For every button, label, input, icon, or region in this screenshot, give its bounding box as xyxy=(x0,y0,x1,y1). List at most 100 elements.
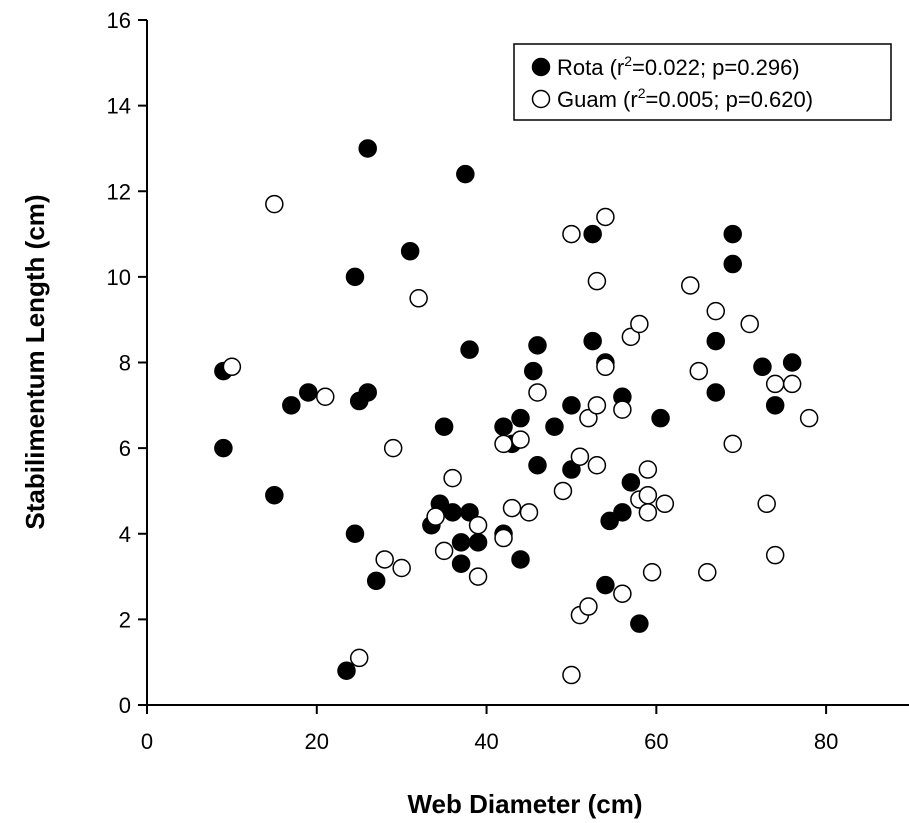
point-rota xyxy=(706,331,726,351)
point-rota xyxy=(460,503,479,522)
point-guam xyxy=(587,456,607,475)
point-guam xyxy=(562,665,581,685)
point-guam xyxy=(570,447,590,466)
point-guam xyxy=(613,400,632,419)
point-guam xyxy=(706,301,726,321)
point-guam xyxy=(426,507,445,526)
point-guam xyxy=(519,503,539,522)
point-guam xyxy=(587,271,607,291)
point-guam xyxy=(587,396,607,415)
point-rota xyxy=(600,511,619,531)
point-guam xyxy=(494,528,513,548)
point-guam xyxy=(383,438,403,458)
point-rota xyxy=(621,473,641,492)
point-rota xyxy=(651,408,670,428)
point-rota xyxy=(630,614,649,633)
point-guam xyxy=(316,387,335,406)
y-tick-label: 16 xyxy=(107,8,131,33)
point-rota xyxy=(494,417,513,436)
point-rota xyxy=(523,361,543,381)
point-rota xyxy=(358,383,377,402)
series-rota xyxy=(214,139,802,680)
y-tick-label: 14 xyxy=(107,94,131,119)
point-rota xyxy=(596,575,615,595)
point-guam xyxy=(638,485,658,505)
point-rota xyxy=(456,164,475,184)
point-rota xyxy=(706,383,726,402)
point-guam xyxy=(638,503,658,522)
point-guam xyxy=(562,224,581,244)
point-guam xyxy=(434,541,454,561)
y-tick-label: 2 xyxy=(119,607,131,632)
point-rota xyxy=(265,485,284,505)
point-guam xyxy=(528,383,547,402)
point-rota xyxy=(282,396,301,415)
point-guam xyxy=(222,357,242,377)
point-rota xyxy=(299,383,318,402)
point-rota xyxy=(434,417,454,436)
point-guam xyxy=(375,550,394,569)
point-guam xyxy=(799,408,819,428)
point-rota xyxy=(562,396,581,415)
y-tick-label: 6 xyxy=(119,436,131,461)
point-rota xyxy=(545,417,564,436)
point-guam xyxy=(681,276,700,295)
data-points xyxy=(214,139,819,685)
point-guam xyxy=(782,374,802,394)
point-rota xyxy=(345,267,365,287)
point-rota xyxy=(511,408,530,428)
legend-box xyxy=(513,43,892,121)
legend-marker-guam xyxy=(531,89,551,109)
point-guam xyxy=(765,545,785,565)
point-guam xyxy=(579,408,598,428)
y-tick-label: 8 xyxy=(119,351,131,376)
point-rota xyxy=(782,353,802,372)
point-guam xyxy=(757,494,776,514)
point-guam xyxy=(638,460,658,479)
point-guam xyxy=(349,648,369,668)
point-rota xyxy=(583,224,602,244)
point-rota xyxy=(451,533,471,552)
point-guam xyxy=(494,434,513,454)
series-guam xyxy=(222,194,819,685)
point-rota xyxy=(468,533,488,552)
point-guam xyxy=(613,584,632,603)
point-rota xyxy=(214,438,233,458)
point-guam xyxy=(723,434,742,454)
legend-marker-rota xyxy=(531,57,551,77)
point-rota xyxy=(366,571,386,591)
point-rota xyxy=(358,139,377,158)
point-guam xyxy=(553,481,573,501)
point-rota xyxy=(511,550,530,569)
point-rota xyxy=(562,460,581,479)
point-guam xyxy=(468,567,488,586)
point-guam xyxy=(511,430,530,449)
point-guam xyxy=(265,194,284,214)
x-tick-label: 80 xyxy=(814,729,838,754)
point-rota xyxy=(583,331,602,351)
point-guam xyxy=(596,207,615,227)
y-tick-label: 12 xyxy=(107,179,131,204)
point-rota xyxy=(765,396,785,415)
y-tick-label: 0 xyxy=(119,693,131,718)
point-guam xyxy=(443,468,462,488)
point-rota xyxy=(400,241,420,261)
y-tick-label: 10 xyxy=(107,265,131,290)
point-rota xyxy=(613,503,632,522)
x-tick-label: 60 xyxy=(644,729,668,754)
point-guam xyxy=(630,314,649,334)
point-rota xyxy=(460,340,479,359)
point-rota xyxy=(723,254,742,274)
x-tick-label: 40 xyxy=(474,729,498,754)
point-rota xyxy=(451,554,471,573)
y-tick-label: 4 xyxy=(119,522,131,547)
point-guam xyxy=(740,314,759,334)
point-guam xyxy=(579,597,598,616)
point-guam xyxy=(698,563,717,582)
point-guam xyxy=(642,563,662,582)
y-axis-title: Stabilimentum Length (cm) xyxy=(20,194,50,529)
legend-label-rota: Rota (r2=0.022; p=0.296) xyxy=(557,53,800,80)
legend: Rota (r2=0.022; p=0.296) Guam (r2=0.005;… xyxy=(513,43,892,121)
point-rota xyxy=(723,224,742,244)
